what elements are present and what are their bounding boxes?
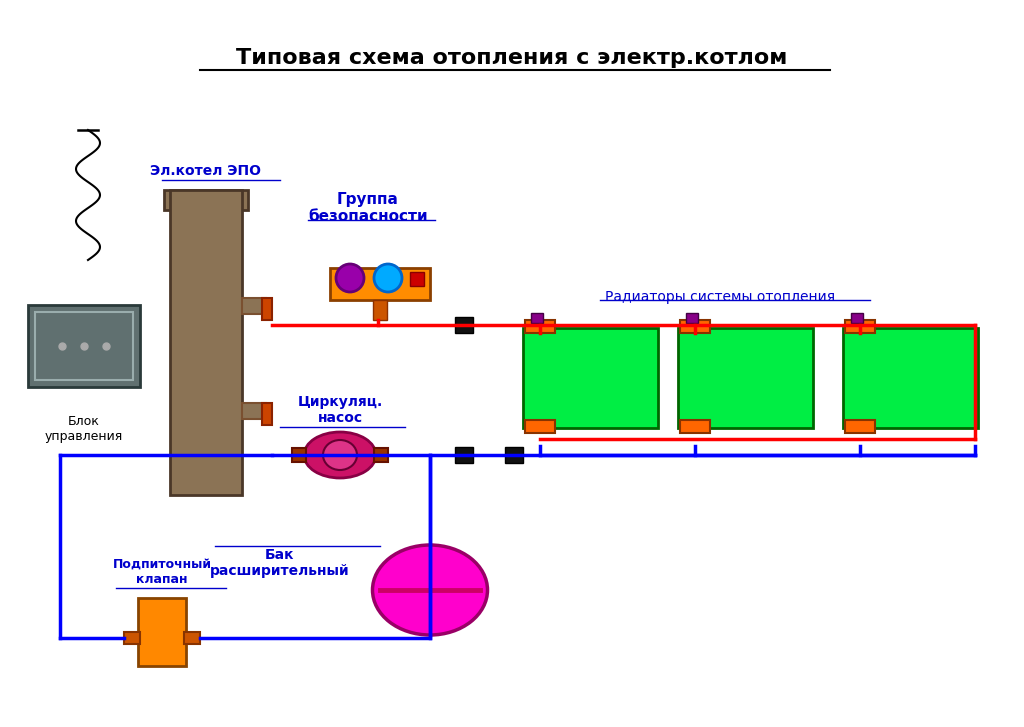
Text: Бак
расширительный: Бак расширительный <box>210 548 350 578</box>
Bar <box>525 420 555 433</box>
Bar <box>374 448 388 462</box>
Bar <box>138 598 186 666</box>
Text: Типовая схема отопления с электр.котлом: Типовая схема отопления с электр.котлом <box>237 48 787 68</box>
Bar <box>523 328 658 428</box>
Bar <box>851 313 863 323</box>
Bar <box>686 313 698 323</box>
Ellipse shape <box>323 440 357 470</box>
Bar <box>505 447 523 463</box>
Text: Радиаторы системы отопления: Радиаторы системы отопления <box>605 290 835 304</box>
Bar <box>242 298 266 314</box>
Bar <box>678 328 813 428</box>
Bar <box>170 190 242 495</box>
Bar <box>35 312 133 380</box>
Text: Циркуляц.
насос: Циркуляц. насос <box>297 395 383 425</box>
Bar <box>455 447 473 463</box>
Bar <box>242 403 266 419</box>
Bar <box>184 632 200 644</box>
Bar <box>845 420 874 433</box>
Bar <box>410 272 424 286</box>
Bar <box>845 320 874 333</box>
Bar <box>680 420 710 433</box>
Text: Группа
безопасности: Группа безопасности <box>308 192 428 225</box>
Bar <box>292 448 306 462</box>
Circle shape <box>374 264 402 292</box>
Bar <box>124 632 140 644</box>
Circle shape <box>336 264 364 292</box>
Bar <box>843 328 978 428</box>
Text: Блок
управления: Блок управления <box>45 415 123 443</box>
Bar <box>373 300 387 320</box>
Bar <box>262 403 272 425</box>
Text: Подпиточный
клапан: Подпиточный клапан <box>113 558 212 586</box>
Bar <box>28 305 140 387</box>
Bar <box>525 320 555 333</box>
Bar <box>455 317 473 333</box>
Bar <box>330 268 430 300</box>
Ellipse shape <box>373 545 487 635</box>
Bar <box>164 190 248 210</box>
Ellipse shape <box>304 432 376 478</box>
Text: Эл.котел ЭПО: Эл.котел ЭПО <box>151 164 261 178</box>
Bar <box>262 298 272 320</box>
Bar <box>680 320 710 333</box>
Bar <box>531 313 543 323</box>
